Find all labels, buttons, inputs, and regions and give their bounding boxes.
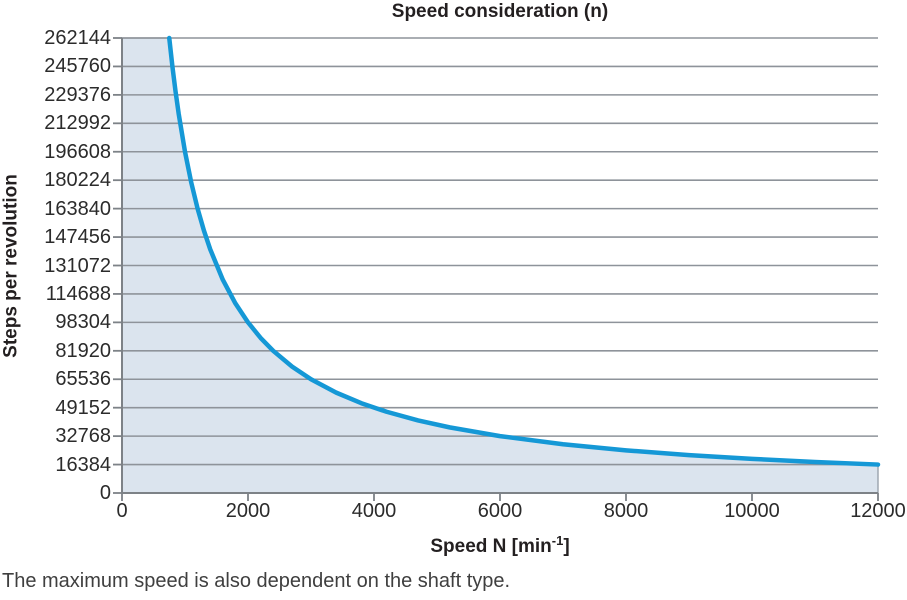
x-axis-title: Speed N [min-1] [122, 533, 878, 558]
x-tick-label: 4000 [351, 500, 397, 522]
y-tick-label: 98304 [55, 311, 111, 334]
x-tick-label: 0 [116, 500, 128, 522]
figure-caption: The maximum speed is also dependent on t… [2, 570, 511, 592]
y-tick-label: 163840 [44, 197, 111, 220]
x-tick-label: 6000 [477, 500, 523, 522]
y-tick-label: 16384 [55, 453, 111, 476]
y-tick-label: 196608 [44, 140, 111, 163]
y-axis-title: Steps per revolution [0, 173, 21, 358]
y-tick-label: 229376 [44, 83, 111, 106]
y-tick-label: 262144 [44, 27, 111, 49]
y-tick-label: 180224 [44, 169, 111, 192]
x-tick-label: 2000 [225, 500, 271, 522]
y-tick-label: 49152 [55, 396, 111, 419]
y-tick-label: 147456 [44, 226, 111, 249]
y-tick-label: 81920 [55, 339, 111, 362]
y-tick-label: 131072 [44, 254, 111, 277]
y-tick-label: 245760 [44, 55, 111, 78]
x-tick-label: 10000 [724, 500, 780, 522]
y-tick-label: 65536 [55, 368, 111, 391]
y-tick-label: 212992 [44, 112, 111, 135]
x-axis-title-text: Speed N [min [430, 536, 552, 557]
y-tick-label: 114688 [45, 282, 111, 305]
chart-title: Speed consideration (n) [391, 1, 609, 22]
y-tick-label: 0 [99, 482, 111, 504]
x-axis-title-bracket: ] [563, 536, 570, 557]
x-axis-title-superscript: -1 [551, 533, 564, 548]
speed-curve [167, 35, 881, 467]
x-tick-label: 12000 [850, 500, 906, 522]
y-tick-label: 32768 [55, 425, 111, 448]
x-tick-label: 8000 [603, 500, 649, 522]
